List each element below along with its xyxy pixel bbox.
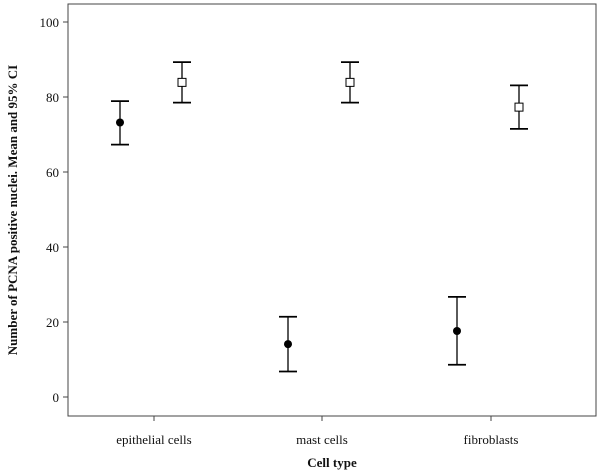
x-tick-label: epithelial cells xyxy=(116,432,191,447)
y-tick-label: 80 xyxy=(46,90,59,105)
mean-point xyxy=(514,102,524,112)
y-tick-label: 60 xyxy=(46,165,59,180)
y-tick-label: 100 xyxy=(40,15,60,30)
mean-point xyxy=(177,77,187,87)
y-tick-label: 0 xyxy=(53,390,60,405)
x-axis: epithelial cells mast cells fibroblasts xyxy=(116,416,518,447)
mean-point xyxy=(284,340,292,349)
plot-frame xyxy=(67,3,597,417)
x-tick-label: fibroblasts xyxy=(464,432,519,447)
mean-point xyxy=(116,118,124,127)
x-axis-title: Cell type xyxy=(307,455,357,470)
x-tick-label: mast cells xyxy=(296,432,348,447)
y-axis: 0 20 40 60 80 100 xyxy=(40,15,68,405)
mean-point xyxy=(453,327,461,335)
mean-point xyxy=(345,77,355,87)
data-marks xyxy=(111,61,528,373)
y-tick-label: 40 xyxy=(46,240,59,255)
y-tick-label: 20 xyxy=(46,315,59,330)
y-axis-title: Number of PCNA positive nuclei. Mean and… xyxy=(5,65,20,355)
